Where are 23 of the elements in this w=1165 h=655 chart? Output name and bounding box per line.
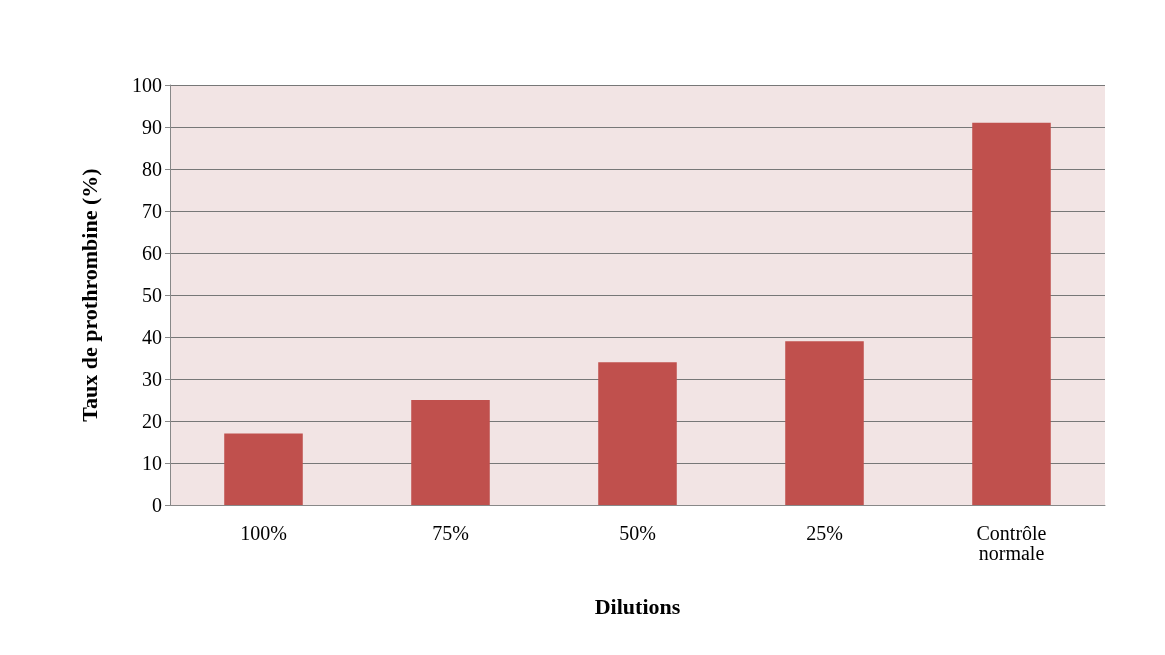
bar: [224, 433, 303, 505]
y-tick-label: 100: [132, 74, 162, 96]
x-tick-label: 75%: [432, 522, 469, 544]
x-tick-label: 100%: [240, 522, 287, 544]
x-tick-label: 25%: [806, 522, 843, 544]
x-axis-title: Dilutions: [594, 593, 681, 619]
bar: [411, 400, 490, 505]
bar: [598, 362, 677, 505]
y-tick-label: 20: [142, 410, 162, 432]
x-tick-label: 50%: [619, 522, 656, 544]
bar: [785, 341, 864, 505]
y-tick-label: 30: [142, 368, 162, 390]
y-axis-title: Taux de prothrombine (%): [76, 168, 102, 422]
bar: [972, 122, 1051, 505]
y-tick-label: 50: [142, 284, 162, 306]
y-tick-label: 10: [142, 452, 162, 474]
x-tick-label: Contrôle normale: [976, 522, 1047, 564]
y-tick-label: 90: [142, 116, 162, 138]
y-tick-label: 60: [142, 242, 162, 264]
y-tick-label: 0: [152, 494, 162, 516]
y-tick-label: 70: [142, 200, 162, 222]
y-tick-label: 80: [142, 158, 162, 180]
y-tick-label: 40: [142, 326, 162, 348]
